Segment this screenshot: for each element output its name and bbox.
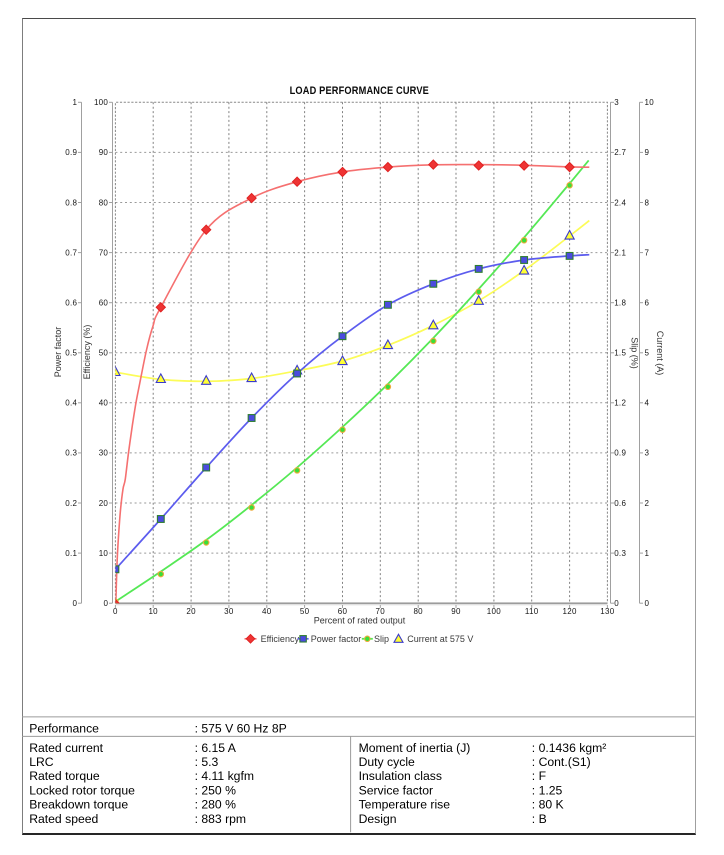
svg-text:0.8: 0.8	[65, 198, 77, 207]
svg-text:2: 2	[645, 499, 650, 508]
svg-text:1.5: 1.5	[614, 349, 626, 358]
svg-text:: 575 V 60 Hz 8P: : 575 V 60 Hz 8P	[195, 721, 287, 735]
svg-text:Slip (%): Slip (%)	[630, 337, 640, 369]
svg-text:: 6.15 A: : 6.15 A	[195, 741, 237, 755]
svg-text:: 1.25: : 1.25	[532, 783, 563, 797]
svg-text:2.1: 2.1	[614, 248, 626, 257]
svg-text:90: 90	[99, 148, 109, 157]
svg-text:: 80 K: : 80 K	[532, 798, 564, 812]
svg-text:0: 0	[614, 599, 619, 608]
svg-text:: F: : F	[532, 769, 546, 783]
svg-text:Locked rotor torque: Locked rotor torque	[29, 783, 135, 797]
svg-text:0: 0	[645, 599, 650, 608]
svg-text:100: 100	[94, 98, 108, 107]
svg-text:1.8: 1.8	[614, 299, 626, 308]
svg-text:Percent of rated output: Percent of rated output	[314, 615, 406, 625]
svg-text:Insulation class: Insulation class	[359, 769, 442, 783]
svg-text:130: 130	[600, 607, 614, 616]
svg-text:Rated current: Rated current	[29, 741, 103, 755]
svg-text:0: 0	[73, 599, 78, 608]
svg-text:Power factor: Power factor	[311, 634, 362, 644]
svg-text:Breakdown torque: Breakdown torque	[29, 798, 128, 812]
svg-text:Power factor: Power factor	[53, 327, 63, 378]
svg-text:: 5.3: : 5.3	[195, 755, 219, 769]
svg-text:0.3: 0.3	[614, 549, 626, 558]
svg-text:0.6: 0.6	[65, 299, 77, 308]
svg-text:Current (A): Current (A)	[655, 331, 665, 376]
svg-text:Efficiency: Efficiency	[261, 634, 300, 644]
svg-text:5: 5	[645, 349, 650, 358]
svg-text:100: 100	[487, 607, 501, 616]
svg-text:: B: : B	[532, 812, 547, 826]
svg-text:80: 80	[99, 198, 109, 207]
svg-text:9: 9	[645, 148, 650, 157]
svg-text:0: 0	[103, 599, 108, 608]
svg-text:Service factor: Service factor	[359, 783, 434, 797]
svg-text:Moment of inertia (J): Moment of inertia (J)	[359, 741, 471, 755]
svg-text:70: 70	[99, 248, 109, 257]
svg-text:20: 20	[99, 499, 109, 508]
svg-text:LRC: LRC	[29, 755, 54, 769]
svg-text:0.5: 0.5	[65, 349, 77, 358]
svg-text:120: 120	[562, 607, 576, 616]
svg-text:Rated speed: Rated speed	[29, 812, 98, 826]
svg-text:2.7: 2.7	[614, 148, 626, 157]
svg-text:1: 1	[73, 98, 78, 107]
svg-text:30: 30	[99, 449, 109, 458]
svg-text:0.9: 0.9	[614, 449, 626, 458]
svg-text:0.3: 0.3	[65, 449, 77, 458]
svg-text:0.1: 0.1	[65, 549, 77, 558]
svg-text:90: 90	[451, 607, 461, 616]
svg-text:: 250 %: : 250 %	[195, 783, 236, 797]
svg-text:: 0.1436 kgm²: : 0.1436 kgm²	[532, 741, 607, 755]
svg-text:: 4.11 kgfm: : 4.11 kgfm	[195, 769, 254, 783]
svg-text:Rated torque: Rated torque	[29, 769, 100, 783]
svg-text:60: 60	[338, 607, 348, 616]
svg-text:20: 20	[186, 607, 196, 616]
svg-text:6: 6	[645, 299, 650, 308]
svg-text:10: 10	[99, 549, 109, 558]
svg-text:8: 8	[645, 198, 650, 207]
svg-text:50: 50	[300, 607, 310, 616]
svg-text:0.7: 0.7	[65, 248, 77, 257]
svg-text:40: 40	[262, 607, 272, 616]
svg-text:Temperature rise: Temperature rise	[359, 798, 451, 812]
svg-text:Duty cycle: Duty cycle	[359, 755, 415, 769]
svg-text:0.2: 0.2	[65, 499, 77, 508]
svg-text:2.4: 2.4	[614, 198, 626, 207]
svg-text:80: 80	[413, 607, 423, 616]
svg-text:10: 10	[645, 98, 655, 107]
svg-text:: 883 rpm: : 883 rpm	[195, 812, 246, 826]
svg-text:4: 4	[645, 399, 650, 408]
svg-text:0.4: 0.4	[65, 399, 77, 408]
svg-text:0.9: 0.9	[65, 148, 77, 157]
svg-text:0: 0	[113, 607, 118, 616]
svg-text:: Cont.(S1): : Cont.(S1)	[532, 755, 591, 769]
svg-text:3: 3	[614, 98, 619, 107]
svg-text:10: 10	[148, 607, 158, 616]
svg-text:110: 110	[525, 607, 539, 616]
svg-text:LOAD PERFORMANCE CURVE: LOAD PERFORMANCE CURVE	[290, 85, 429, 97]
svg-text:Slip: Slip	[374, 634, 389, 644]
svg-text:Efficiency (%): Efficiency (%)	[82, 325, 92, 380]
svg-text:1: 1	[645, 549, 650, 558]
svg-text:40: 40	[99, 399, 109, 408]
svg-text:50: 50	[99, 349, 109, 358]
svg-text:1.2: 1.2	[614, 399, 626, 408]
svg-text:Current at 575 V: Current at 575 V	[407, 634, 473, 644]
svg-text:3: 3	[645, 449, 650, 458]
svg-text:70: 70	[376, 607, 386, 616]
svg-text:Design: Design	[359, 812, 397, 826]
svg-text:60: 60	[99, 299, 109, 308]
svg-text:Performance: Performance	[29, 721, 99, 735]
svg-text:7: 7	[645, 248, 650, 257]
svg-text:30: 30	[224, 607, 234, 616]
svg-text:: 280 %: : 280 %	[195, 798, 236, 812]
svg-text:0.6: 0.6	[614, 499, 626, 508]
